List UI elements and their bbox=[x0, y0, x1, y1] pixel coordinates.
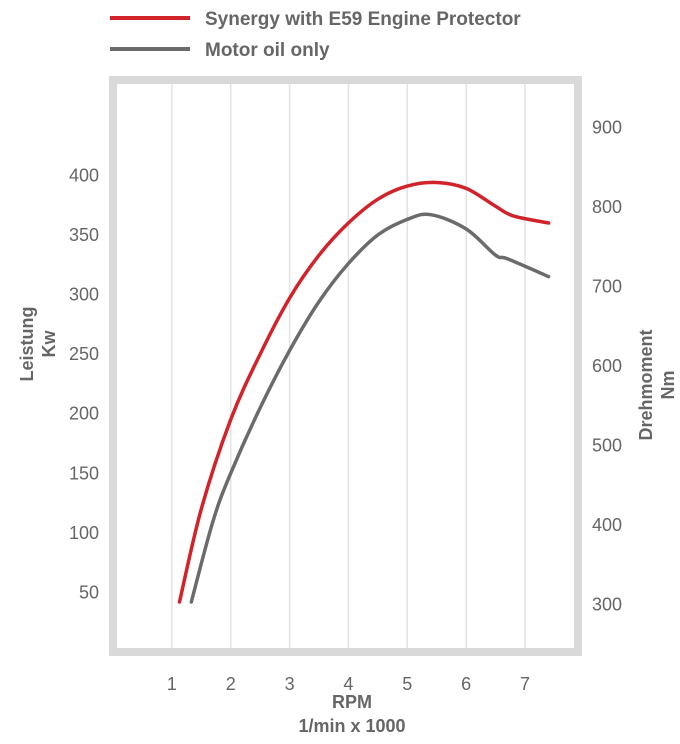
legend: Synergy with E59 Engine Protector Motor … bbox=[110, 9, 521, 61]
left-y-tick-label: 200 bbox=[69, 404, 99, 424]
left-y-tick-labels: 50 100 150 200 250 300 350 400 bbox=[69, 165, 99, 602]
x-tick-labels: 1 2 3 4 5 6 7 bbox=[167, 674, 530, 694]
right-y-axis-title: Drehmoment bbox=[636, 329, 656, 440]
right-y-tick-label: 400 bbox=[592, 515, 622, 535]
series-lines bbox=[177, 180, 551, 604]
series-line-synergy bbox=[177, 180, 551, 604]
x-tick-label: 2 bbox=[226, 674, 236, 694]
left-y-tick-label: 150 bbox=[69, 463, 99, 483]
x-tick-label: 3 bbox=[285, 674, 295, 694]
series-line-motor-oil bbox=[189, 212, 551, 604]
right-y-tick-label: 600 bbox=[592, 356, 622, 376]
left-y-tick-label: 250 bbox=[69, 344, 99, 364]
left-y-tick-label: 100 bbox=[69, 523, 99, 543]
x-tick-label: 1 bbox=[167, 674, 177, 694]
left-y-axis-unit: Kw bbox=[39, 330, 59, 358]
legend-label-motor-oil: Motor oil only bbox=[205, 40, 330, 61]
plot-frame bbox=[109, 76, 582, 656]
gridlines bbox=[171, 84, 526, 648]
legend-label-synergy: Synergy with E59 Engine Protector bbox=[205, 9, 521, 30]
x-axis-subtitle: 1/min x 1000 bbox=[298, 716, 405, 736]
x-tick-label: 5 bbox=[402, 674, 412, 694]
right-y-axis-unit: Nm bbox=[658, 370, 678, 399]
left-y-tick-label: 350 bbox=[69, 225, 99, 245]
left-y-tick-label: 300 bbox=[69, 285, 99, 305]
left-y-axis-title: Leistung bbox=[17, 307, 37, 382]
right-y-tick-label: 500 bbox=[592, 435, 622, 455]
right-y-tick-labels: 300 400 500 600 700 800 900 bbox=[592, 118, 622, 615]
left-y-tick-label: 400 bbox=[69, 165, 99, 185]
left-y-tick-label: 50 bbox=[79, 582, 99, 602]
x-tick-label: 6 bbox=[461, 674, 471, 694]
right-y-tick-label: 700 bbox=[592, 277, 622, 297]
right-y-tick-label: 900 bbox=[592, 118, 622, 138]
right-y-tick-label: 800 bbox=[592, 197, 622, 217]
x-axis-title: RPM bbox=[332, 692, 372, 712]
x-tick-label: 4 bbox=[343, 674, 353, 694]
x-tick-label: 7 bbox=[520, 674, 530, 694]
right-y-tick-label: 300 bbox=[592, 594, 622, 614]
